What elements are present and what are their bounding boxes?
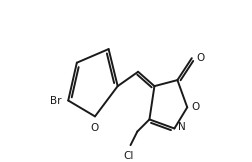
Text: N: N — [178, 122, 186, 132]
Text: O: O — [196, 53, 205, 63]
Text: O: O — [191, 102, 199, 112]
Text: Cl: Cl — [124, 151, 134, 161]
Text: O: O — [91, 123, 99, 133]
Text: Br: Br — [50, 96, 61, 105]
